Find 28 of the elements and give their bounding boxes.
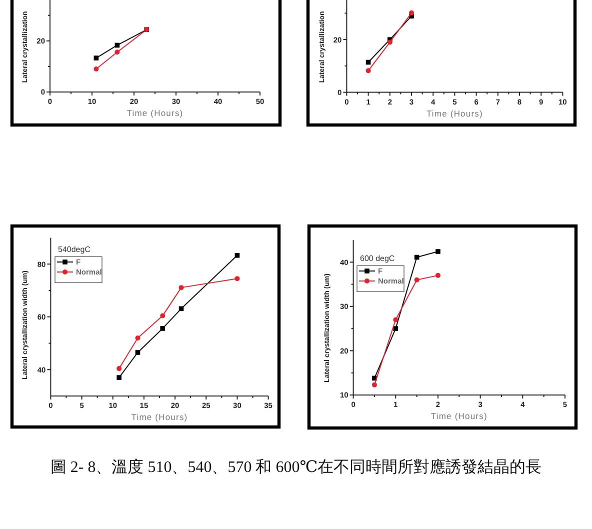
point [135, 350, 140, 355]
x-axis-title: Time (Hours) [430, 411, 488, 421]
point [135, 335, 140, 340]
point [114, 50, 120, 55]
point [178, 285, 184, 290]
point [409, 10, 414, 16]
point [436, 249, 440, 254]
legend-title: 600 degC [360, 254, 395, 263]
point [393, 326, 398, 331]
point [234, 276, 240, 282]
point [116, 375, 122, 380]
point [414, 277, 420, 282]
point [160, 326, 166, 331]
x-axis-title: Time (Hours) [131, 412, 188, 422]
point [94, 66, 99, 72]
point [366, 68, 371, 74]
point [160, 313, 166, 318]
point [393, 317, 398, 322]
point [234, 252, 240, 258]
x-axis-title: Time (Hours) [426, 108, 483, 118]
point [387, 40, 392, 45]
legend-title: 540degC [58, 245, 91, 254]
point [435, 272, 440, 278]
point [372, 382, 377, 388]
x-axis-title: Time (Hours) [126, 108, 184, 118]
caption: 圖 2- 8、溫度 510、540、570 和 600℃在不同時間所對應誘發結晶的長 [50, 458, 542, 476]
point [94, 56, 99, 60]
point [116, 366, 122, 372]
